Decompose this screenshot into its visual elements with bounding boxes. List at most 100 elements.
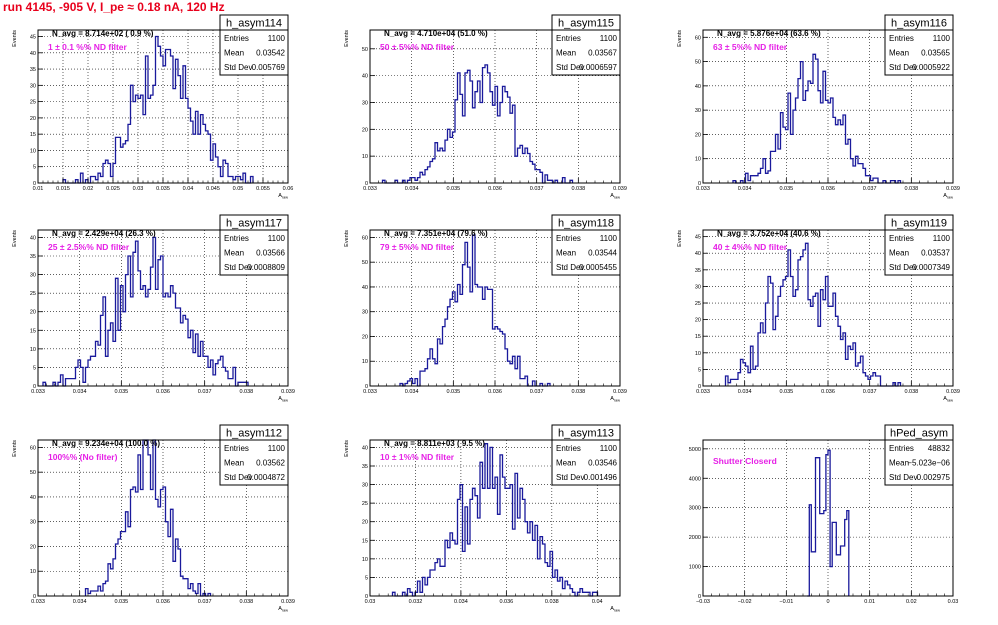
stats-key: Entries [556, 234, 581, 243]
x-tick-label: 0.036 [499, 599, 513, 605]
navg-annotation: N_avg = 4.710e+04 (51.0 %) [384, 29, 488, 38]
stats-title: h_asym116 [891, 18, 947, 30]
stats-value: 0.03565 [921, 49, 950, 58]
x-tick-label: 0.05 [233, 186, 244, 192]
stats-value: 1100 [268, 444, 286, 453]
stats-value: 0.0007349 [912, 263, 950, 272]
y-tick-label: 30 [30, 273, 36, 279]
x-axis-label: Araw [278, 396, 288, 403]
stats-title: h_asym114 [226, 18, 282, 30]
histogram-line [807, 449, 850, 597]
stats-value: 48832 [928, 444, 951, 453]
y-tick-label: 5 [698, 367, 701, 373]
x-tick-label: 0.02 [906, 599, 917, 605]
stats-value: 0.03562 [256, 459, 285, 468]
y-tick-label: 50 [695, 60, 701, 66]
y-tick-label: 20 [695, 318, 701, 324]
stats-key: Mean [224, 459, 244, 468]
x-tick-label: 0.04 [592, 599, 603, 605]
x-tick-label: 0.037 [863, 186, 877, 192]
x-tick-label: 0.038 [239, 599, 253, 605]
stats-value: 0.002975 [917, 473, 951, 482]
x-tick-label: 0.035 [114, 599, 128, 605]
x-tick-label: 0.034 [73, 389, 87, 395]
y-tick-label: 15 [362, 538, 368, 544]
navg-annotation: N_avg = 5.876e+04 (63.6 %) [717, 29, 821, 38]
stats-value: 1100 [268, 234, 286, 243]
stats-value: 0.0004872 [247, 473, 285, 482]
y-tick-label: 40 [362, 285, 368, 291]
y-tick-label: 25 [30, 291, 36, 297]
panel-h_asym112: 0.033 0.034 0.035 0.036 0.037 0.038 0.039 0 10 20… [12, 424, 295, 613]
x-tick-label: 0.036 [488, 389, 502, 395]
stats-key: Entries [224, 234, 249, 243]
y-tick-label: 60 [695, 35, 701, 41]
y-tick-label: 10 [362, 557, 368, 563]
x-tick-label: 0.039 [613, 186, 627, 192]
x-tick-label: 0.039 [946, 186, 960, 192]
y-axis-label: Events [677, 30, 683, 47]
y-tick-label: 20 [30, 116, 36, 122]
navg-annotation: N_avg = 3.752e+04 (40.6 %) [717, 229, 821, 238]
stats-key: Entries [889, 34, 914, 43]
panel-h_asym113: 0.03 0.032 0.034 0.036 0.038 0.04 0 5 10 15 20 25 30… [344, 424, 621, 613]
x-tick-label: 0.036 [821, 186, 835, 192]
x-tick-label: 0.034 [738, 186, 752, 192]
y-tick-label: 30 [30, 520, 36, 526]
y-axis-label: Events [344, 230, 350, 247]
y-tick-label: 10 [30, 569, 36, 575]
stats-key: Entries [556, 444, 581, 453]
filter-annotation: 25 ± 2.5%% ND filter [48, 242, 130, 252]
stats-value: 0.03567 [588, 49, 617, 58]
stats-title: h_asym118 [558, 218, 614, 230]
x-tick-label: 0.035 [114, 389, 128, 395]
histogram-line [84, 439, 212, 597]
x-tick-label: 0.038 [545, 599, 559, 605]
x-axis-label: Araw [278, 193, 288, 200]
y-tick-label: 30 [30, 83, 36, 89]
stats-key: Mean [556, 249, 576, 258]
stats-title: h_asym112 [226, 428, 282, 440]
stats-key: Mean [224, 249, 244, 258]
y-tick-label: 40 [30, 495, 36, 501]
x-axis-label: Araw [943, 396, 953, 403]
x-tick-label: 0.036 [156, 389, 170, 395]
y-axis-label: Events [344, 30, 350, 47]
stats-key: Mean [224, 49, 244, 58]
stats-value: 0.03537 [921, 249, 950, 258]
y-tick-label: 25 [695, 301, 701, 307]
x-tick-label: 0.03 [133, 186, 144, 192]
x-tick-label: 0.034 [738, 389, 752, 395]
x-tick-label: 0.037 [530, 389, 544, 395]
y-axis-label: Events [344, 440, 350, 457]
navg-annotation: N_avg = 8.811e+03 ( 9.5 %) [384, 439, 485, 448]
x-tick-label: 0.034 [73, 599, 87, 605]
stats-key: Std Dev [889, 473, 917, 482]
navg-annotation: N_avg = 9.234e+04 (100.0 %) [52, 439, 160, 448]
histogram-line [391, 443, 599, 597]
filter-annotation: 40 ± 4%% ND filter [713, 242, 788, 252]
y-tick-label: 30 [695, 108, 701, 114]
y-tick-label: 40 [362, 74, 368, 80]
stats-box [219, 229, 289, 276]
x-tick-label: 0.038 [904, 389, 918, 395]
y-tick-label: 0 [698, 594, 701, 600]
y-tick-label: 35 [30, 67, 36, 73]
stats-key: Std Dev [889, 263, 917, 272]
stats-box [884, 229, 954, 276]
y-tick-label: 30 [362, 100, 368, 106]
filter-annotation: 50 ± 5%% ND filter [380, 42, 455, 52]
stats-key: Entries [224, 34, 249, 43]
navg-annotation: N_avg = 2.429e+04 (26.3 %) [52, 229, 156, 238]
panel-h_asym118: 0.033 0.034 0.035 0.036 0.037 0.038 0.039 0 10 20… [344, 214, 627, 403]
histogram-line [724, 242, 902, 387]
y-tick-label: 20 [362, 127, 368, 133]
stats-value: 0.03544 [588, 249, 617, 258]
navg-annotation: N_avg = 7.351e+04 (79.6 %) [384, 229, 488, 238]
x-tick-label: 0.033 [363, 186, 377, 192]
y-tick-label: 60 [362, 235, 368, 241]
filter-annotation: Shutter Closerd [713, 456, 777, 466]
y-tick-label: 45 [30, 35, 36, 41]
y-tick-label: 0 [33, 181, 36, 187]
